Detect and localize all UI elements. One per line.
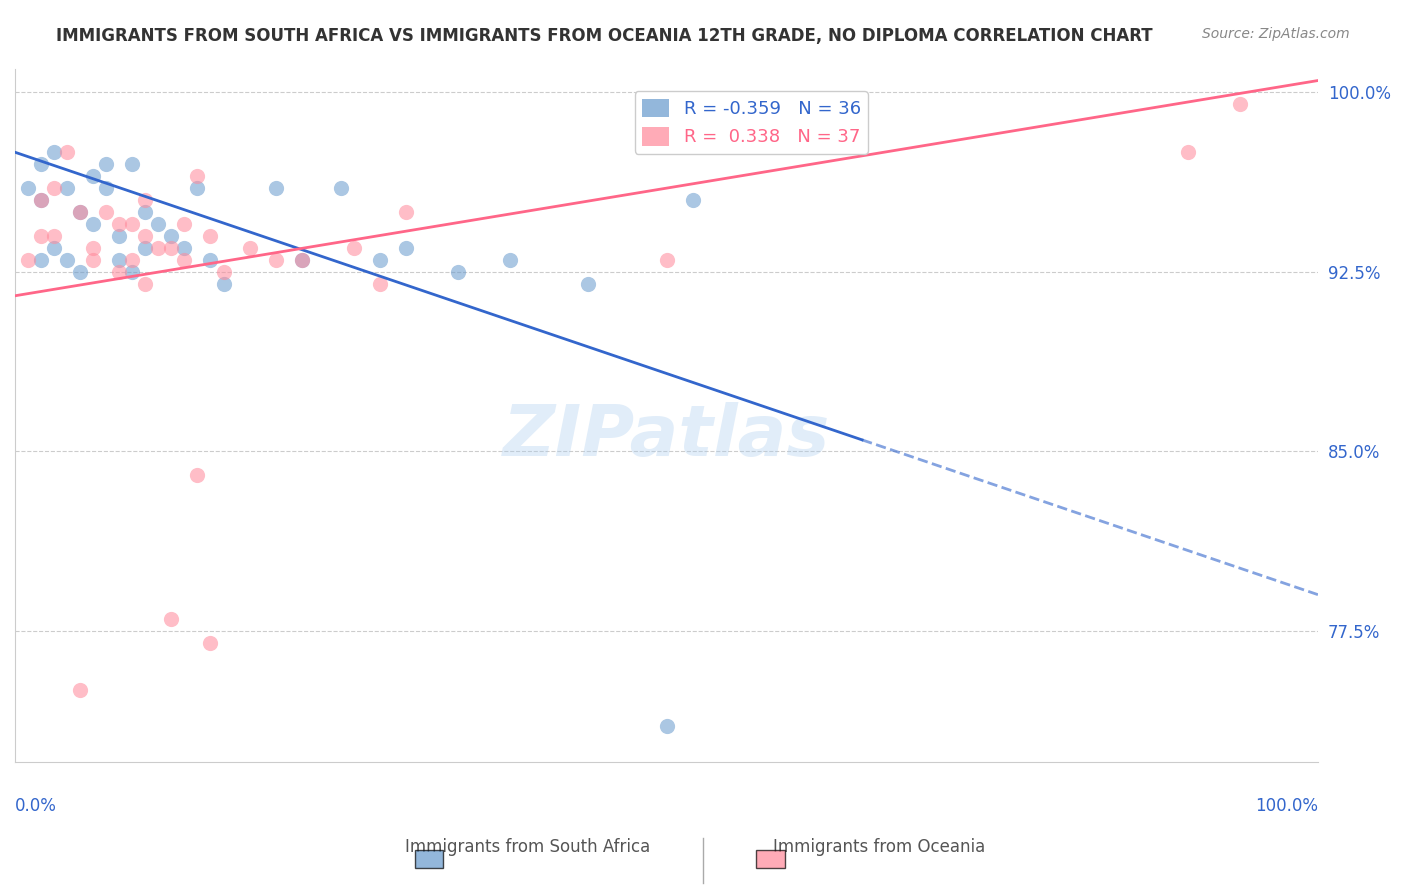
Point	[134, 229, 156, 244]
Point	[121, 217, 143, 231]
Point	[1229, 97, 1251, 112]
Point	[108, 217, 131, 231]
Text: ZIPatlas: ZIPatlas	[503, 401, 831, 471]
Point	[200, 229, 222, 244]
Point	[239, 241, 262, 255]
Point	[395, 241, 418, 255]
Point	[96, 181, 118, 195]
Point	[173, 217, 195, 231]
Point	[1177, 145, 1199, 160]
Point	[17, 181, 39, 195]
Point	[30, 193, 52, 207]
Point	[108, 252, 131, 267]
Point	[108, 265, 131, 279]
Text: Source: ZipAtlas.com: Source: ZipAtlas.com	[1202, 27, 1350, 41]
Point	[291, 252, 314, 267]
Point	[96, 205, 118, 219]
Point	[82, 241, 104, 255]
Point	[56, 252, 79, 267]
Point	[82, 217, 104, 231]
Text: 100.0%: 100.0%	[1256, 797, 1319, 815]
Point	[499, 252, 522, 267]
Point	[69, 205, 91, 219]
Point	[186, 468, 208, 483]
Point	[655, 719, 678, 733]
Point	[291, 252, 314, 267]
Point	[134, 193, 156, 207]
Point	[30, 252, 52, 267]
Point	[69, 683, 91, 698]
Text: IMMIGRANTS FROM SOUTH AFRICA VS IMMIGRANTS FROM OCEANIA 12TH GRADE, NO DIPLOMA C: IMMIGRANTS FROM SOUTH AFRICA VS IMMIGRAN…	[56, 27, 1153, 45]
Point	[42, 145, 65, 160]
Point	[264, 181, 287, 195]
Legend: R = -0.359   N = 36, R =  0.338   N = 37: R = -0.359 N = 36, R = 0.338 N = 37	[634, 91, 868, 153]
Point	[148, 241, 170, 255]
Point	[368, 252, 391, 267]
Point	[173, 241, 195, 255]
Point	[121, 252, 143, 267]
Point	[69, 265, 91, 279]
Point	[82, 252, 104, 267]
Point	[160, 241, 183, 255]
Point	[264, 252, 287, 267]
Point	[395, 205, 418, 219]
Point	[186, 169, 208, 183]
Point	[343, 241, 366, 255]
Point	[82, 169, 104, 183]
Point	[30, 229, 52, 244]
Point	[578, 277, 600, 291]
Point	[108, 229, 131, 244]
Point	[56, 145, 79, 160]
Point	[42, 229, 65, 244]
Point	[56, 181, 79, 195]
Point	[368, 277, 391, 291]
Point	[329, 181, 352, 195]
Point	[69, 205, 91, 219]
Point	[30, 157, 52, 171]
Text: Immigrants from South Africa: Immigrants from South Africa	[405, 838, 650, 856]
Point	[134, 205, 156, 219]
Point	[160, 229, 183, 244]
Point	[17, 252, 39, 267]
Point	[186, 181, 208, 195]
Point	[173, 252, 195, 267]
Point	[148, 217, 170, 231]
Point	[134, 277, 156, 291]
Point	[42, 181, 65, 195]
Point	[200, 252, 222, 267]
Point	[134, 241, 156, 255]
Point	[447, 265, 470, 279]
Text: Immigrants from Oceania: Immigrants from Oceania	[773, 838, 984, 856]
Point	[121, 157, 143, 171]
Point	[682, 193, 704, 207]
Point	[200, 635, 222, 649]
Point	[212, 277, 235, 291]
Text: 0.0%: 0.0%	[15, 797, 56, 815]
Point	[30, 193, 52, 207]
Point	[42, 241, 65, 255]
Point	[121, 265, 143, 279]
Point	[212, 265, 235, 279]
Point	[160, 612, 183, 626]
Point	[96, 157, 118, 171]
Point	[655, 252, 678, 267]
